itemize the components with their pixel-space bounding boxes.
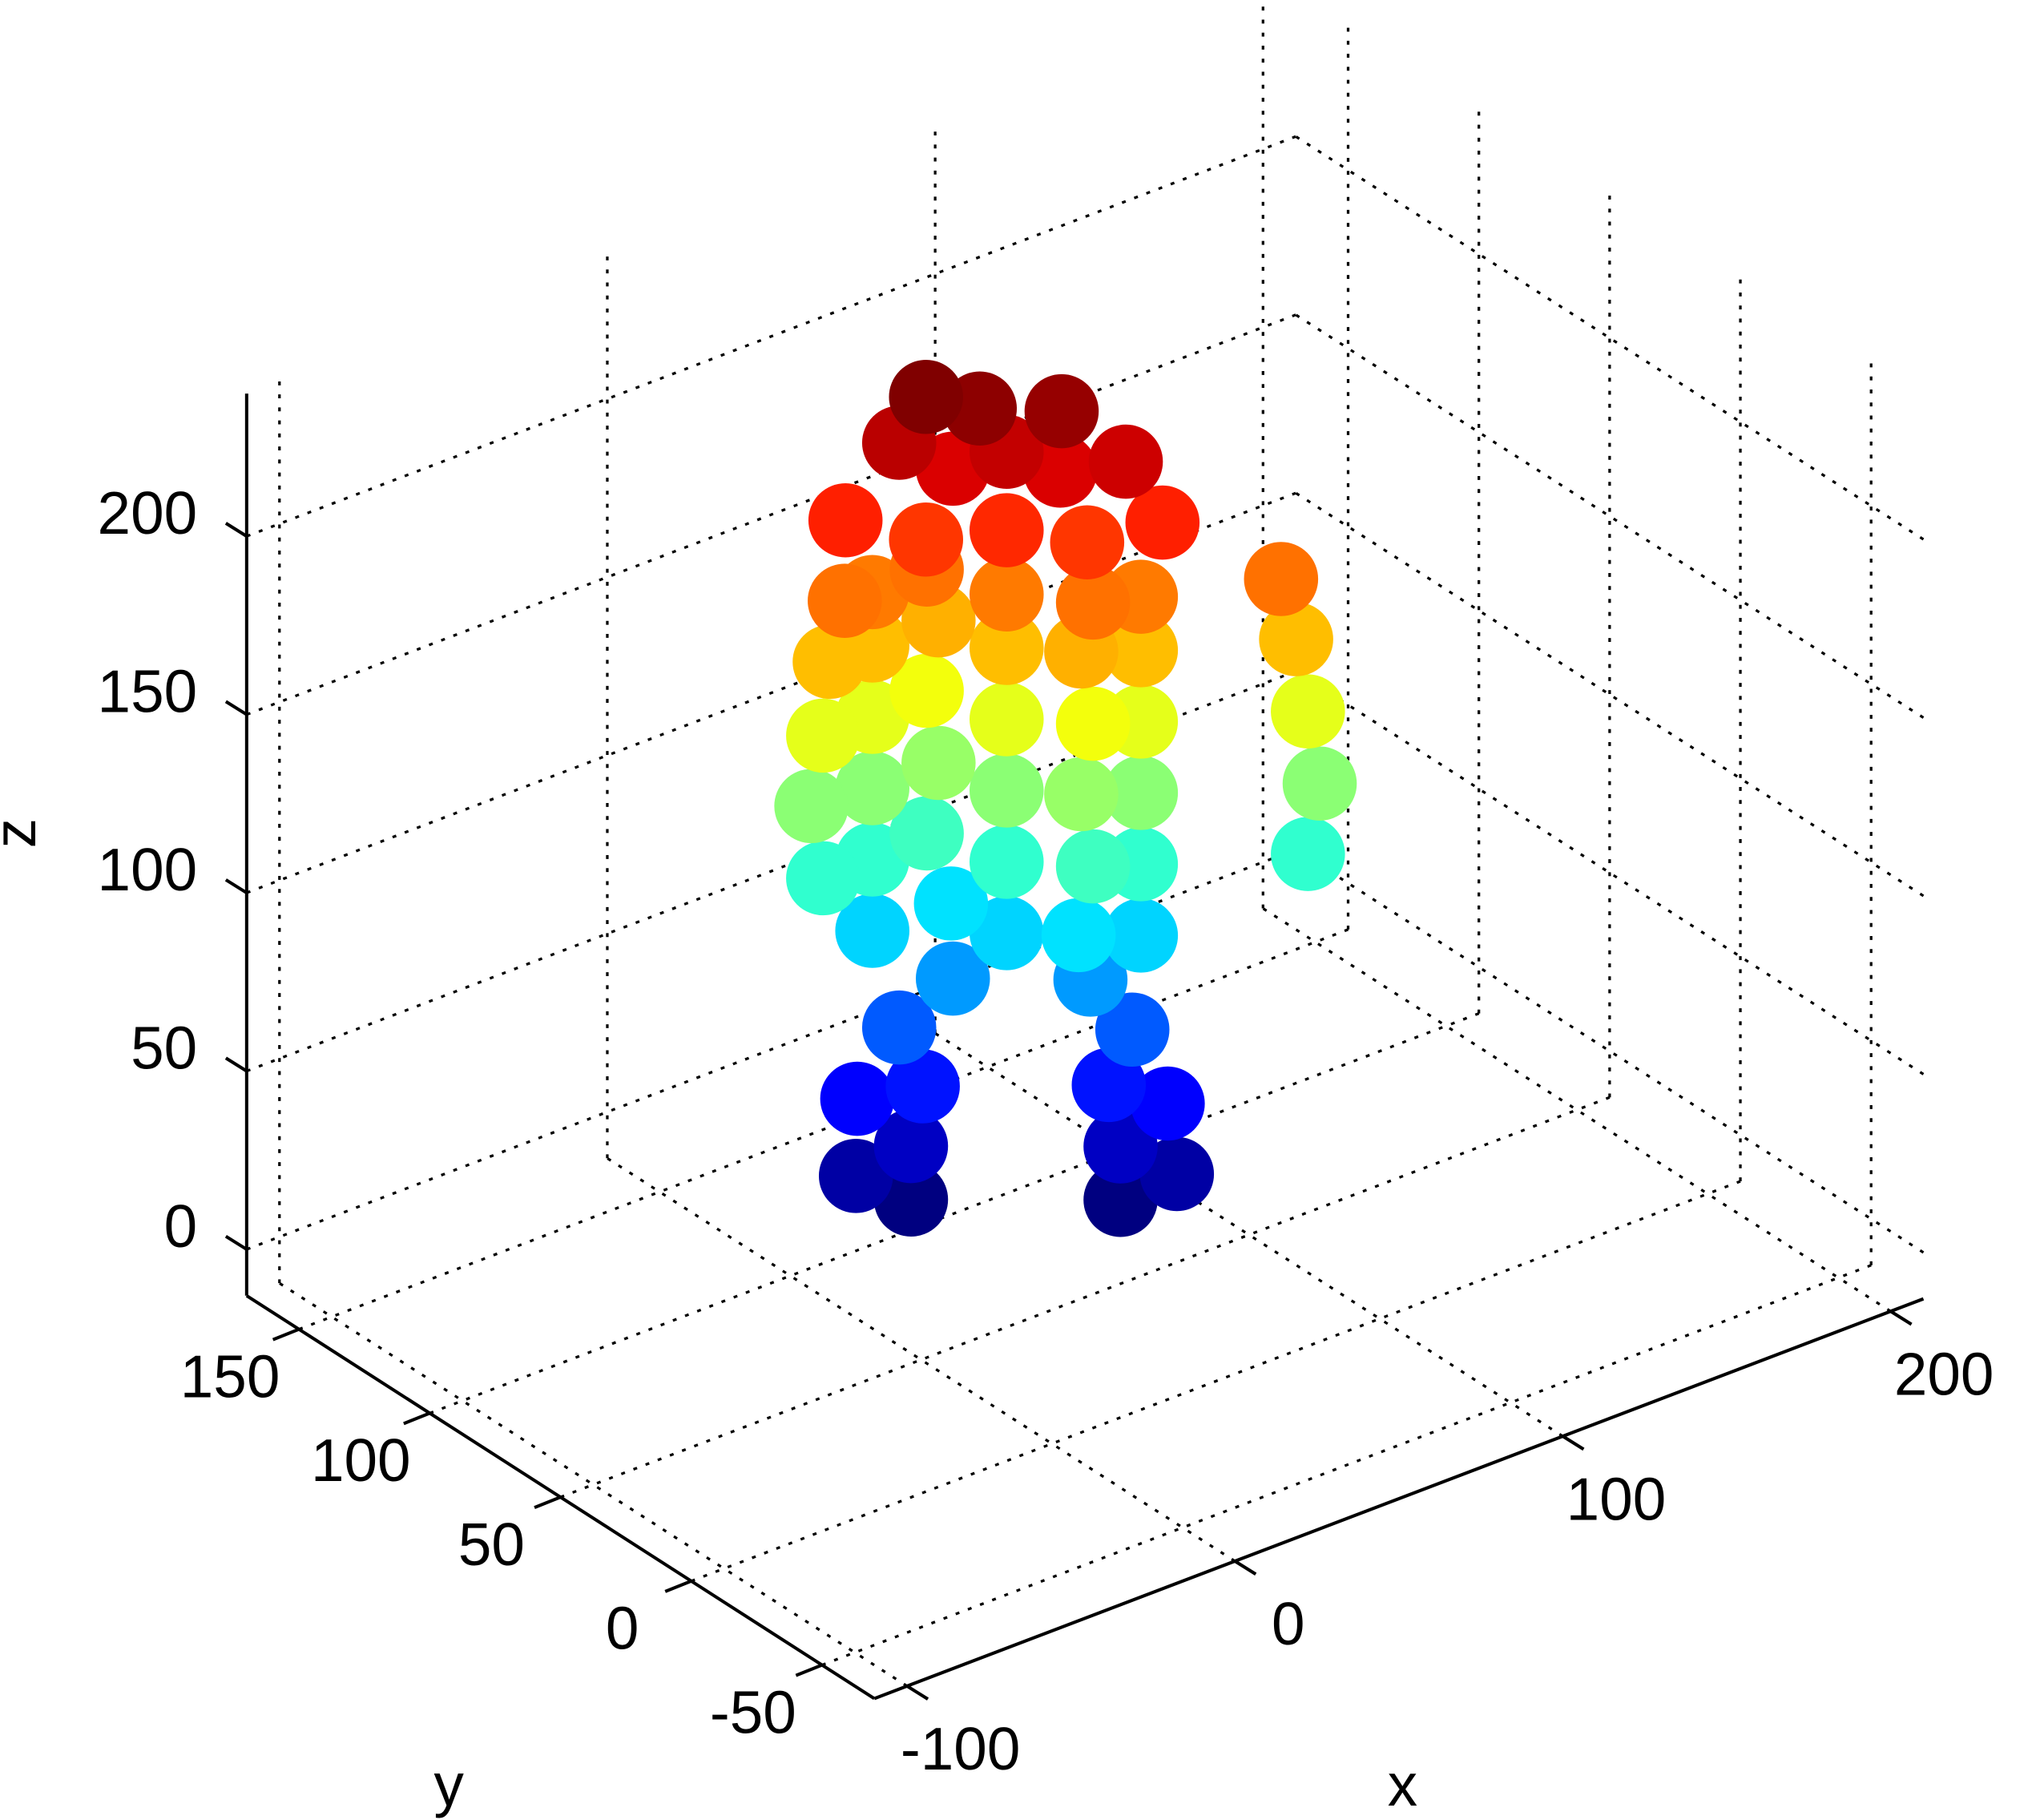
y-tick-label: -50 — [710, 1678, 796, 1745]
point — [1055, 829, 1131, 904]
z-tick-label: 50 — [131, 1014, 197, 1081]
grid-line — [246, 848, 1296, 1251]
z-axis-label: z — [0, 818, 48, 848]
point — [915, 941, 990, 1016]
point — [1271, 674, 1345, 749]
z-tick — [224, 1234, 248, 1251]
point — [1024, 373, 1099, 449]
z-tick-label: 200 — [98, 479, 198, 547]
point — [1271, 817, 1345, 891]
point — [969, 682, 1044, 757]
point — [913, 866, 989, 941]
point — [1125, 485, 1200, 560]
x-tick — [1889, 1310, 1913, 1326]
point — [901, 725, 976, 801]
point — [889, 502, 964, 577]
y-tick-label: 50 — [458, 1511, 525, 1578]
grid-line — [246, 135, 1296, 538]
point — [969, 493, 1044, 567]
point — [808, 482, 883, 558]
point — [786, 841, 861, 916]
grid-line — [1295, 848, 1925, 1254]
point — [969, 825, 1044, 899]
grid-line — [934, 1032, 1564, 1438]
grid-line — [1262, 907, 1892, 1313]
point — [786, 698, 861, 773]
z-tick — [224, 522, 248, 538]
x-tick-label: -100 — [901, 1715, 1021, 1782]
point — [820, 1061, 895, 1136]
z-tick — [224, 1056, 248, 1073]
grid-line — [246, 313, 1296, 716]
grid-line — [298, 928, 1349, 1331]
grid-line — [559, 1096, 1611, 1499]
x-tick — [905, 1685, 929, 1701]
point — [889, 359, 964, 434]
point — [1041, 898, 1116, 973]
point — [969, 753, 1044, 828]
grid-line — [246, 670, 1296, 1073]
grid-line — [429, 1012, 1480, 1414]
point — [774, 769, 849, 844]
y-tick — [272, 1327, 300, 1342]
z-tick-label: 0 — [164, 1192, 198, 1260]
grid-line — [691, 1180, 1741, 1583]
marks — [774, 359, 1357, 1237]
grid — [246, 6, 1925, 1688]
point — [1244, 542, 1319, 616]
grid-line — [246, 491, 1296, 894]
grid-line — [821, 1264, 1872, 1667]
point — [861, 990, 937, 1065]
x-axis — [873, 1297, 1925, 1701]
y-tick — [795, 1663, 823, 1677]
point — [969, 557, 1044, 632]
z-tick-label: 150 — [98, 658, 198, 725]
z-tick — [224, 700, 248, 716]
y-tick-label: 100 — [311, 1427, 411, 1494]
y-tick — [403, 1411, 431, 1426]
x-axis-label: x — [1388, 1751, 1417, 1818]
point — [1044, 757, 1119, 832]
point — [1088, 424, 1163, 499]
z-tick-label: 100 — [98, 836, 198, 903]
point — [1095, 992, 1170, 1067]
x-tick-label: 100 — [1566, 1465, 1667, 1532]
y-tick — [534, 1495, 562, 1509]
y-axis-label: y — [434, 1751, 465, 1818]
x-tick-label: 0 — [1272, 1590, 1305, 1657]
point — [1055, 686, 1131, 761]
z-tick — [224, 878, 248, 894]
y-tick — [664, 1579, 692, 1593]
axes: -100 0 100 200 -50 0 50 100 150 0 50 100 150 200 — [98, 393, 1994, 1782]
x-tick — [1234, 1560, 1257, 1576]
y-tick-label: 150 — [180, 1342, 280, 1410]
x-tick-label: 200 — [1894, 1340, 1994, 1407]
point — [808, 563, 882, 638]
point — [1282, 746, 1357, 821]
y-tick-label: 0 — [606, 1595, 639, 1662]
grid-line — [1295, 313, 1925, 719]
x-tick — [1562, 1435, 1585, 1451]
point — [1050, 505, 1125, 580]
